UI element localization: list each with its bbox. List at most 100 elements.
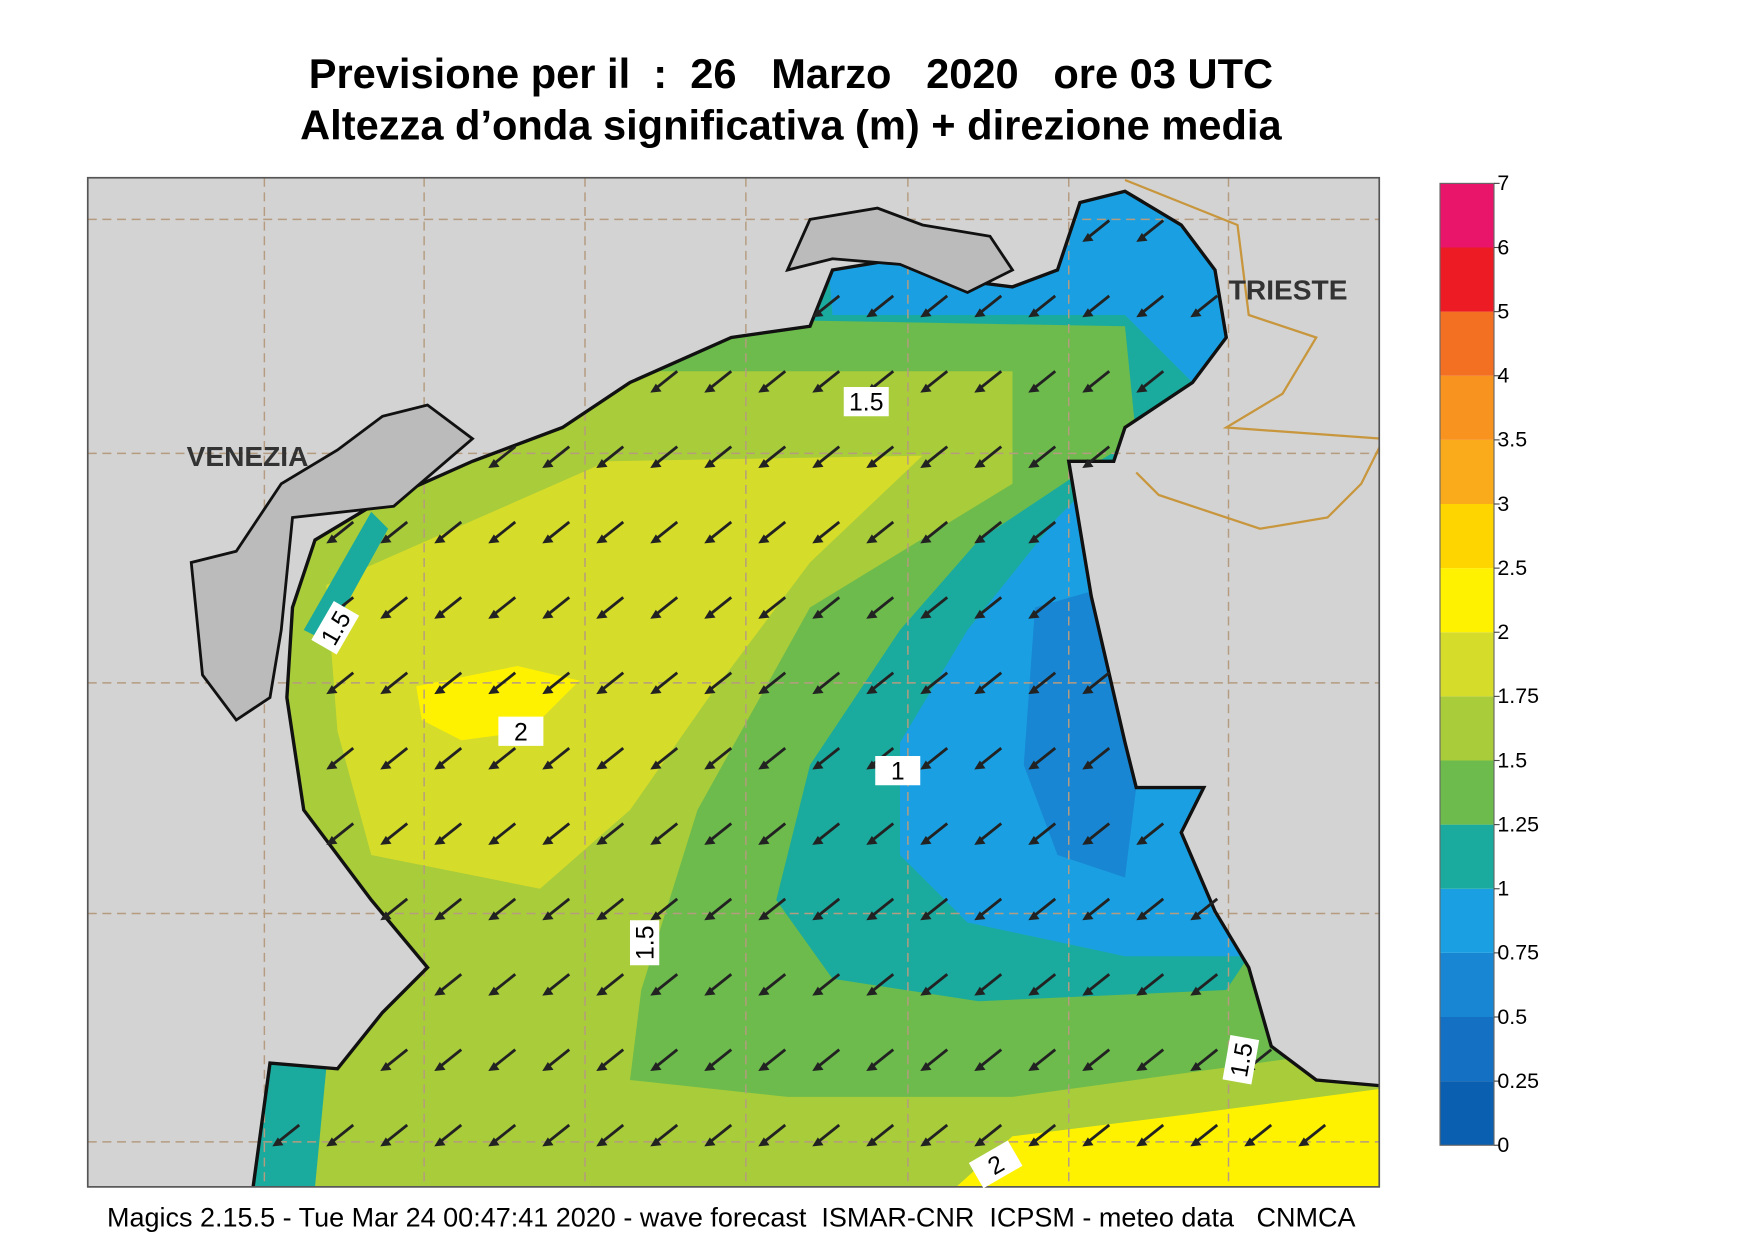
arrow-shaft <box>815 897 841 918</box>
arrow-head <box>758 459 770 468</box>
arrow-shaft <box>707 520 733 542</box>
arrow-head <box>1028 609 1040 619</box>
arrow-head <box>1082 835 1094 845</box>
arrow-head <box>434 1062 446 1071</box>
arrow-head <box>812 609 824 619</box>
arrow-head <box>1190 1062 1202 1071</box>
contour-value: 2 <box>514 719 528 746</box>
arrow-head <box>920 986 932 996</box>
label-box <box>843 387 889 417</box>
arrow-head <box>758 835 770 845</box>
arrow-head <box>704 760 716 770</box>
arrow-head <box>920 685 932 695</box>
arrow-head <box>542 1062 554 1071</box>
arrow-shaft <box>1085 445 1111 466</box>
arrow-shaft <box>329 520 355 542</box>
arrow-head <box>1082 1062 1094 1071</box>
colorbar-label: 1.75 <box>1497 684 1539 708</box>
arrow-head <box>704 911 716 921</box>
arrow-head <box>974 383 986 393</box>
arrow-head <box>596 986 608 996</box>
arrow-shaft <box>707 1123 733 1145</box>
arrow-shaft <box>1301 1123 1327 1145</box>
arrow-head <box>704 534 716 544</box>
arrow-head <box>866 534 878 544</box>
map-frame <box>86 176 1381 1188</box>
arrow-shaft <box>383 747 409 768</box>
arrow-head <box>542 911 554 921</box>
arrow-head <box>1028 986 1040 996</box>
arrow-shaft <box>437 822 463 843</box>
arrow-head <box>380 609 392 619</box>
arrow-shaft <box>491 596 517 617</box>
arrow-shaft <box>599 897 625 918</box>
arrow-head <box>326 1137 338 1147</box>
arrow-head <box>758 986 770 996</box>
label-box <box>968 1140 1023 1189</box>
arrow-head <box>920 1062 932 1071</box>
colorbar-segment <box>1440 824 1494 889</box>
contour-label: 1.5 <box>843 387 889 417</box>
colorbar-label: 1.5 <box>1497 748 1527 772</box>
arrow-shaft <box>815 596 841 617</box>
arrow-head <box>380 835 392 845</box>
arrow-head <box>380 760 392 770</box>
arrow-head <box>704 1137 716 1147</box>
arrow-shaft <box>653 747 679 768</box>
arrow-shaft <box>1139 219 1165 240</box>
arrow-shaft <box>1031 747 1057 768</box>
colorbar-label: 3.5 <box>1497 428 1527 452</box>
arrow-head <box>1136 1137 1148 1147</box>
arrow-head <box>380 911 392 921</box>
contour-label: 1.5 <box>630 920 660 966</box>
arrow-shaft <box>1085 897 1111 918</box>
arrow-shaft <box>1139 1123 1165 1145</box>
arrow-shaft <box>707 1048 733 1069</box>
arrow-head <box>488 609 500 619</box>
arrow-head <box>1136 308 1148 318</box>
arrow-shaft <box>815 973 841 994</box>
arrow-head <box>650 1137 662 1147</box>
arrow-shaft <box>707 897 733 918</box>
arrow-shaft <box>815 520 841 542</box>
arrow-head <box>380 1062 392 1071</box>
arrow-shaft <box>1193 294 1219 315</box>
arrow-shaft <box>815 370 841 391</box>
arrow-head <box>812 534 824 544</box>
arrow-shaft <box>599 1123 625 1145</box>
arrow-shaft <box>977 973 1003 994</box>
contour-label: 1.5 <box>1222 1035 1260 1085</box>
colorbar-segment <box>1440 888 1494 953</box>
colorbar-segment <box>1440 1017 1494 1082</box>
arrow-head <box>434 835 446 845</box>
arrow-shaft <box>977 596 1003 617</box>
arrow-head <box>596 1062 608 1071</box>
arrow-shaft <box>761 671 787 692</box>
arrow-shaft <box>923 520 949 542</box>
arrow-shaft <box>1085 973 1111 994</box>
colorbar-label: 3 <box>1497 492 1509 516</box>
arrow-head <box>1028 534 1040 544</box>
lagoon <box>785 206 1015 295</box>
arrow-head <box>1298 1137 1310 1147</box>
colorbar-segment <box>1440 311 1494 376</box>
arrow-shaft <box>437 520 463 542</box>
arrow-shaft <box>329 671 355 692</box>
arrow-head <box>1028 1137 1040 1147</box>
arrow-head <box>542 685 554 695</box>
arrow-head <box>326 835 338 845</box>
arrow-shaft <box>869 1123 895 1145</box>
arrow-head <box>542 1137 554 1147</box>
arrow-shaft <box>1139 294 1165 315</box>
arrow-head <box>1028 835 1040 845</box>
arrow-shaft <box>815 294 841 315</box>
colorbar-segment <box>1440 439 1494 504</box>
arrow-shaft <box>923 445 949 466</box>
arrow-head <box>326 760 338 770</box>
arrow-head <box>866 459 878 468</box>
arrow-shaft <box>653 596 679 617</box>
arrow-shaft <box>653 671 679 692</box>
arrow-head <box>434 760 446 770</box>
arrow-head <box>974 308 986 318</box>
arrow-head <box>488 1137 500 1147</box>
